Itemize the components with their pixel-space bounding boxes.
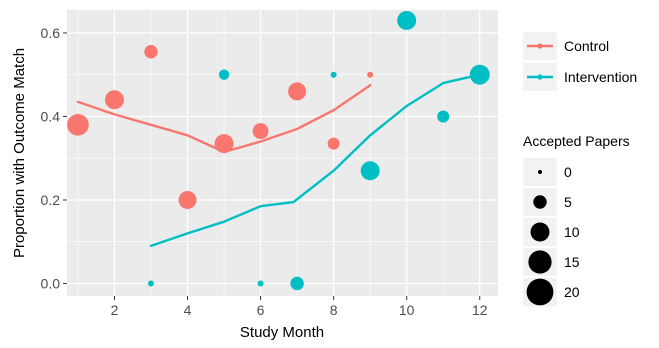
data-points [67, 10, 490, 291]
plot-panel [67, 10, 498, 296]
x-tick-label: 12 [472, 302, 488, 318]
x-tick-label: 10 [399, 302, 415, 318]
size-legend-label: 0 [564, 164, 572, 180]
x-tick-label: 4 [184, 302, 192, 318]
size-legend-point [538, 170, 542, 174]
data-point-intervention [469, 64, 490, 85]
data-point-control [178, 190, 197, 209]
data-point-intervention [330, 71, 337, 78]
size-legend-label: 5 [564, 194, 572, 210]
size-legend-point [528, 250, 552, 274]
size-legend-title: Accepted Papers [523, 133, 630, 149]
smooth-line-intervention [149, 73, 481, 248]
data-point-intervention [148, 280, 155, 287]
x-axis-label: Study Month [240, 324, 324, 341]
data-point-intervention [437, 110, 450, 123]
data-point-intervention [257, 280, 264, 287]
data-point-intervention [290, 276, 304, 291]
y-tick-label: 0.4 [41, 108, 61, 124]
data-point-control [144, 45, 158, 59]
size-legend-label: 10 [564, 224, 580, 240]
y-tick-label: 0.0 [41, 275, 61, 291]
data-point-intervention [360, 161, 380, 181]
data-point-control [104, 90, 124, 110]
x-tick-label: 6 [257, 302, 265, 318]
size-legend-label: 15 [564, 254, 580, 270]
size-legend-point [533, 195, 547, 209]
data-point-control [288, 82, 307, 101]
size-legend-point [526, 278, 554, 306]
y-tick-label: 0.6 [41, 25, 61, 41]
data-point-control [327, 137, 340, 150]
y-axis: 0.0 0.2 0.4 0.6 [41, 25, 67, 291]
y-tick-label: 0.2 [41, 192, 61, 208]
x-tick-label: 8 [330, 302, 338, 318]
x-axis: 2 4 6 8 10 12 [111, 296, 488, 318]
data-point-control [367, 71, 374, 78]
size-legend-point [530, 222, 550, 242]
size-legend: Accepted Papers 0 5 10 15 20 [523, 133, 630, 306]
color-legend: Control Intervention [523, 32, 637, 91]
size-legend-label: 20 [564, 284, 580, 300]
x-tick-label: 2 [111, 302, 119, 318]
y-axis-label: Proportion with Outcome Match [11, 48, 28, 258]
legend-label-intervention: Intervention [564, 69, 637, 85]
data-point-control [252, 123, 269, 140]
data-point-control [67, 114, 89, 136]
legend-point-control [537, 43, 543, 49]
legend-point-intervention [537, 74, 543, 80]
data-point-control [214, 134, 234, 154]
major-grid [67, 10, 498, 296]
legend-label-control: Control [564, 38, 609, 54]
data-point-intervention [218, 69, 230, 80]
data-point-intervention [397, 10, 417, 30]
